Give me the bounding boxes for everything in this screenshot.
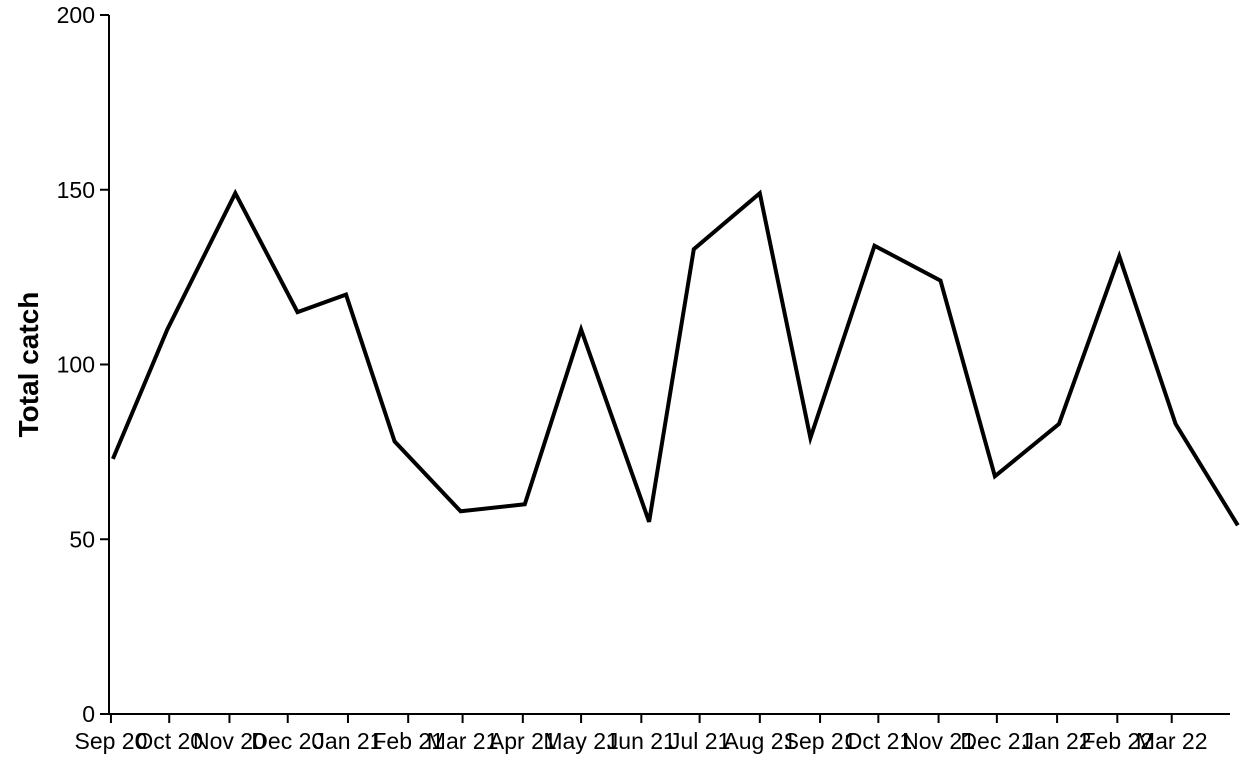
x-tick-label: Oct 21 <box>844 728 912 754</box>
y-tick-label: 150 <box>57 177 95 203</box>
x-tick-label: Nov 20 <box>193 728 266 754</box>
x-tick-label: Jul 21 <box>669 728 730 754</box>
x-tick-label: Jan 22 <box>1023 728 1092 754</box>
x-tick-label: Jan 21 <box>313 728 382 754</box>
x-tick-label: Oct 20 <box>135 728 203 754</box>
x-tick-label: Feb 22 <box>1082 728 1154 754</box>
y-axis: 0 50 100 150 200 <box>57 2 110 727</box>
x-tick-label: Dec 20 <box>251 728 324 754</box>
x-tick-label: Mar 22 <box>1136 728 1208 754</box>
x-tick-label: Nov 21 <box>902 728 975 754</box>
x-tick-label: Mar 21 <box>427 728 499 754</box>
x-tick-label: Feb 21 <box>372 728 444 754</box>
y-axis-title: Total catch <box>13 292 44 438</box>
x-tick-label: Jun 21 <box>607 728 676 754</box>
x-tick-label: Apr 21 <box>489 728 557 754</box>
y-tick-label: 200 <box>57 2 95 28</box>
y-tick-label: 50 <box>69 526 95 552</box>
x-tick-label: Aug 21 <box>723 728 796 754</box>
y-tick-label: 100 <box>57 352 95 378</box>
x-tick-label: Dec 21 <box>960 728 1033 754</box>
series-line <box>111 188 1240 527</box>
x-tick-label: Sep 21 <box>784 728 857 754</box>
y-tick-label: 0 <box>82 701 95 727</box>
x-tick-label: Sep 20 <box>74 728 147 754</box>
series-layer <box>111 188 1240 527</box>
x-tick-label: May 21 <box>543 728 618 754</box>
